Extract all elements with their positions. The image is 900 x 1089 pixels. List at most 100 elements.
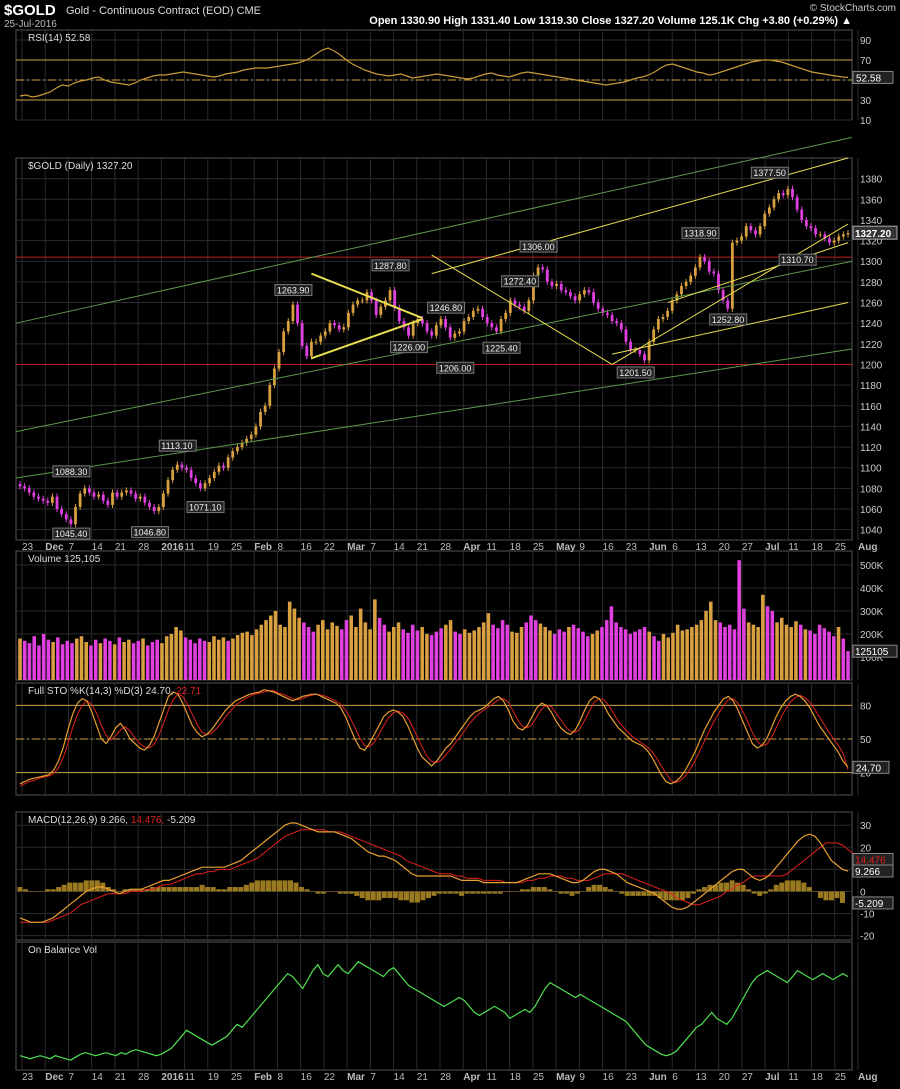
price-last-box bbox=[852, 225, 898, 240]
volume-bar bbox=[713, 620, 718, 680]
x-tick-label: 11 bbox=[185, 1072, 196, 1083]
price-candle bbox=[495, 327, 498, 332]
price-candle bbox=[791, 188, 794, 198]
macd-hist-bar bbox=[271, 880, 277, 892]
price-candle bbox=[356, 300, 360, 305]
price-annotation: 1263.90 bbox=[274, 284, 313, 297]
volume-bar bbox=[131, 643, 136, 680]
panel-frame-macd bbox=[15, 811, 853, 941]
volume-bar bbox=[832, 636, 836, 680]
volume-bar bbox=[491, 624, 495, 680]
annotation-box bbox=[427, 301, 466, 314]
volume-bar bbox=[335, 625, 339, 680]
macd-hist-bar bbox=[116, 891, 122, 892]
x-tick-label: 7 bbox=[68, 542, 74, 553]
price-candle bbox=[411, 323, 415, 336]
volume-bar bbox=[704, 610, 708, 680]
sto-tick-label: 80 bbox=[860, 701, 872, 712]
volume-bar bbox=[671, 632, 675, 680]
annotation-text: 1201.50 bbox=[619, 368, 652, 378]
green-trendline bbox=[15, 136, 853, 324]
volume-bar bbox=[74, 638, 79, 680]
price-candle bbox=[458, 331, 461, 334]
volume-bar bbox=[392, 627, 396, 680]
volume-bar bbox=[297, 617, 301, 680]
price-candle bbox=[777, 193, 781, 200]
price-candle bbox=[476, 308, 480, 311]
volume-bar bbox=[112, 644, 117, 680]
price-candle bbox=[189, 469, 193, 479]
price-candle bbox=[504, 312, 508, 320]
volume-bar bbox=[448, 620, 453, 680]
macd-hist-bar bbox=[403, 891, 409, 901]
volume-bar bbox=[472, 630, 476, 680]
price-candle bbox=[249, 434, 253, 439]
macd-hist-bar bbox=[724, 882, 730, 892]
price-candle bbox=[522, 306, 526, 311]
x-tick-label: 9 bbox=[579, 1072, 585, 1083]
volume-bar bbox=[302, 622, 306, 680]
macd-hist-bar bbox=[34, 891, 40, 892]
volume-bar bbox=[321, 620, 325, 680]
price-candle bbox=[573, 296, 577, 301]
macd-hist-bar bbox=[823, 891, 829, 901]
macd-hist-bar bbox=[834, 891, 840, 899]
volume-bar bbox=[590, 633, 595, 680]
price-candle bbox=[69, 519, 73, 525]
x-tick-label: Apr bbox=[463, 1072, 480, 1083]
volume-bar bbox=[458, 633, 462, 680]
macd-hist-bar bbox=[586, 887, 592, 892]
volume-bar bbox=[737, 560, 741, 680]
macd-hist-bar bbox=[61, 884, 67, 892]
volume-bar bbox=[292, 608, 297, 680]
macd-hist-bar bbox=[144, 889, 150, 892]
x-tick-label: 18 bbox=[812, 542, 824, 553]
price-candle bbox=[273, 368, 276, 386]
macd-hist-bar bbox=[414, 891, 420, 903]
price-candle bbox=[87, 488, 91, 493]
price-candle bbox=[374, 300, 378, 315]
x-tick-label: 14 bbox=[394, 542, 406, 553]
price-candle bbox=[148, 502, 151, 507]
volume-bar bbox=[410, 624, 415, 680]
price-tick-label: 1200 bbox=[860, 360, 883, 371]
volume-bar bbox=[354, 627, 358, 680]
price-tick-label: 1220 bbox=[860, 340, 883, 351]
macd-hist-bar bbox=[569, 891, 575, 896]
price-tick-label: 1060 bbox=[860, 505, 883, 516]
x-tick-label: 25 bbox=[231, 542, 243, 553]
x-tick-label: 23 bbox=[626, 1072, 638, 1083]
macd-hist-bar bbox=[657, 891, 663, 899]
macd-hist-bar bbox=[773, 884, 779, 892]
volume-bar bbox=[699, 620, 704, 680]
x-tick-label: 19 bbox=[208, 542, 220, 553]
macd-hist-bar bbox=[260, 880, 266, 892]
macd-hist-bar bbox=[701, 887, 707, 892]
annotation-box bbox=[778, 253, 817, 266]
macd-hist-bar bbox=[751, 891, 757, 894]
volume-bar bbox=[174, 627, 178, 680]
price-candle bbox=[823, 234, 827, 239]
volume-bar bbox=[633, 631, 637, 680]
volume-bar bbox=[27, 643, 32, 680]
macd-hist-bar bbox=[635, 891, 641, 896]
volume-bar bbox=[373, 599, 377, 680]
volume-bar bbox=[585, 636, 590, 680]
macd-hist-bar bbox=[205, 887, 211, 892]
x-tick-label: Jun bbox=[649, 542, 667, 553]
price-candle bbox=[360, 300, 364, 302]
price-last-value: 1327.20 bbox=[855, 229, 892, 240]
price-candle bbox=[342, 327, 346, 330]
macd-hist-bar bbox=[597, 884, 603, 892]
price-candle bbox=[106, 500, 110, 505]
price-candle bbox=[814, 228, 818, 235]
annotation-box bbox=[131, 526, 170, 539]
macd-hist-bar bbox=[194, 887, 200, 892]
price-candle bbox=[143, 496, 147, 503]
x-tick-label: Dec bbox=[45, 1072, 64, 1083]
macd-hist-bar bbox=[806, 887, 812, 892]
price-candle bbox=[582, 290, 586, 295]
macd-hist-bar bbox=[448, 891, 454, 894]
rsi-tick-label: 70 bbox=[860, 56, 872, 67]
annotation-text: 1246.80 bbox=[430, 303, 463, 313]
